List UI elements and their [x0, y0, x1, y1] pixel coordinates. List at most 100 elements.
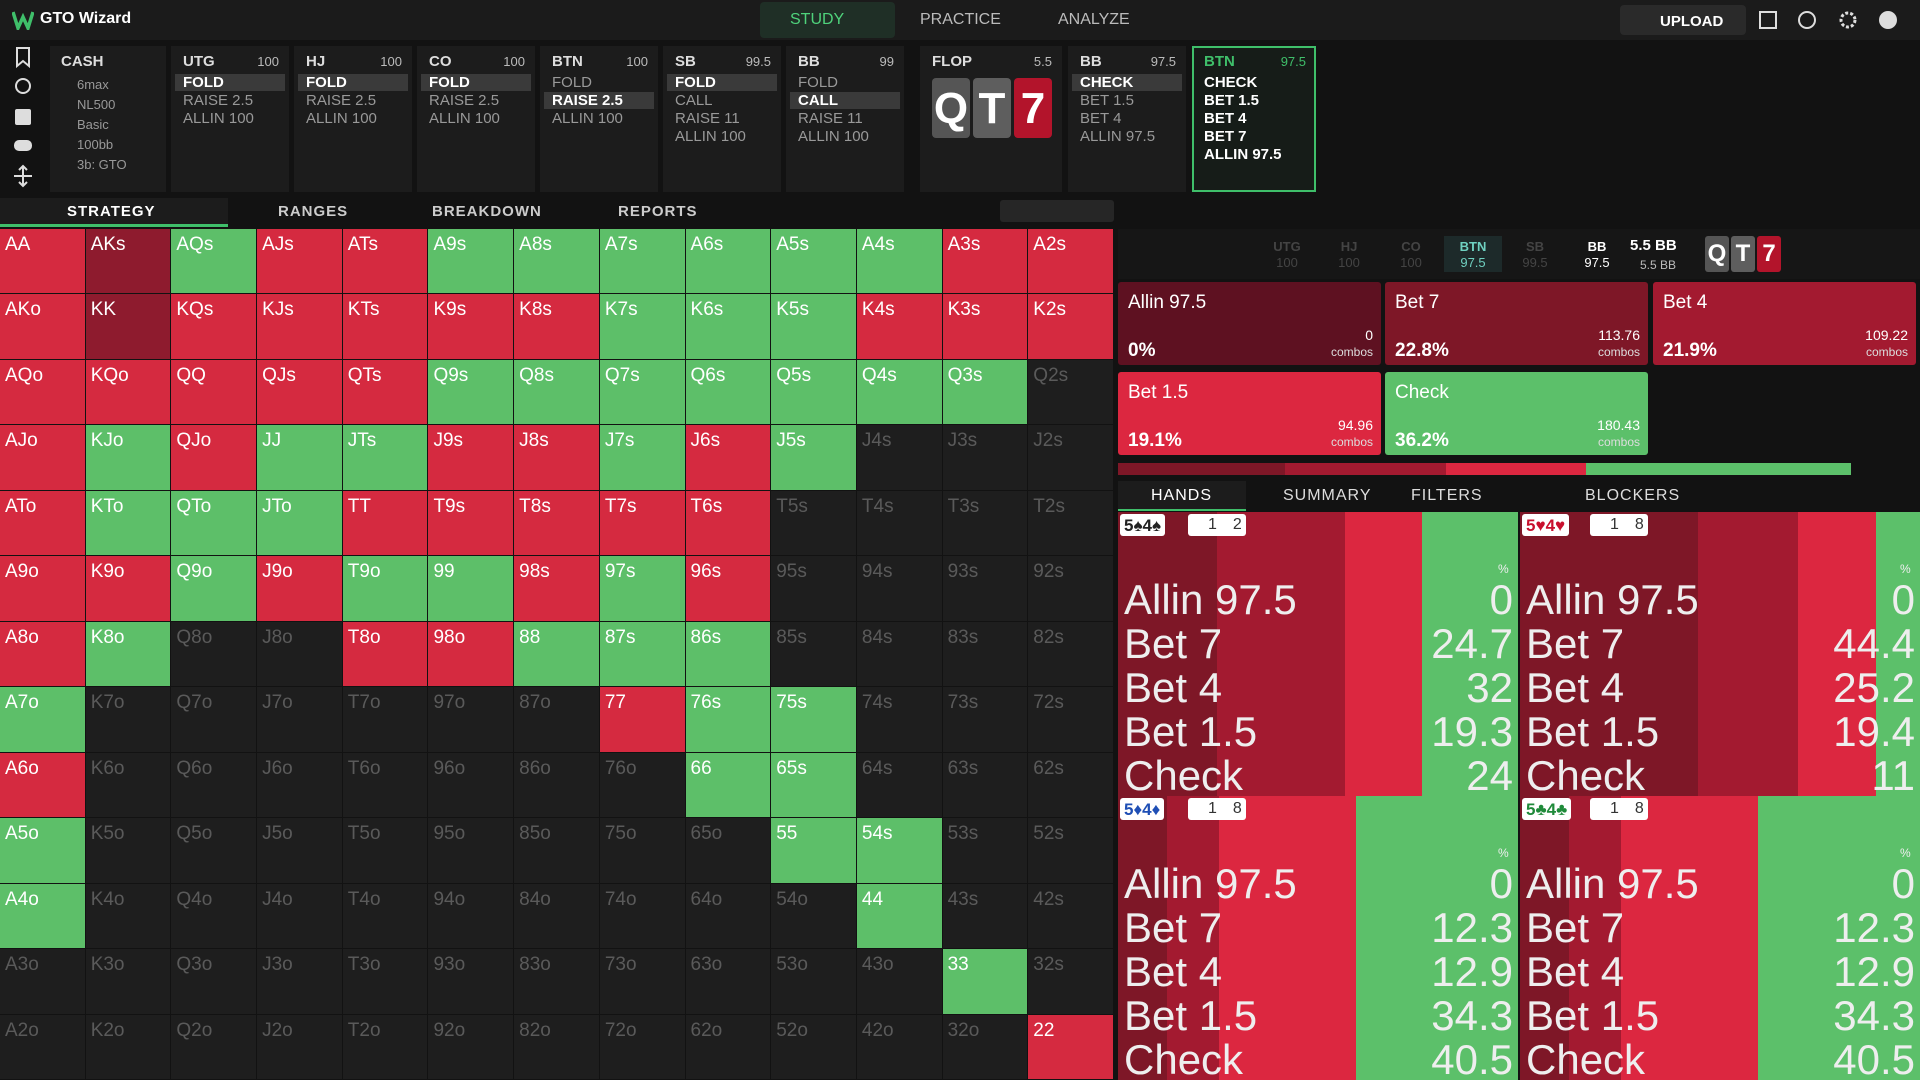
hand-cell[interactable] [942, 1014, 1028, 1079]
position-panel[interactable] [1068, 46, 1186, 192]
position-panel[interactable] [786, 46, 904, 192]
hand-cell[interactable] [514, 687, 599, 752]
hand-cell[interactable] [599, 229, 685, 294]
hand-cell[interactable] [856, 621, 942, 687]
hand-cell[interactable] [1028, 229, 1113, 294]
position-option[interactable]: RAISE 2.5 [429, 92, 500, 109]
hand-cell[interactable] [942, 229, 1028, 294]
hand-cell[interactable] [171, 425, 257, 490]
hand-cell[interactable] [257, 359, 342, 425]
hand-cell[interactable] [599, 490, 685, 556]
nav-item[interactable]: PRACTICE [920, 11, 1001, 28]
tab[interactable]: REPORTS [618, 203, 698, 220]
hand-cell[interactable] [342, 425, 428, 490]
hand-cell[interactable] [599, 949, 685, 1014]
position-option[interactable]: FOLD [552, 74, 593, 91]
hand-cell[interactable] [685, 883, 771, 949]
hand-cell[interactable] [257, 229, 342, 294]
hand-cell[interactable] [771, 425, 856, 490]
hand-cell[interactable] [942, 818, 1028, 883]
hand-cell[interactable] [771, 294, 856, 359]
hand-cell[interactable] [685, 621, 771, 687]
hand-cell[interactable] [85, 294, 171, 359]
hand-cell[interactable] [342, 883, 428, 949]
hand-cell[interactable] [0, 490, 85, 556]
hand-cell[interactable] [942, 294, 1028, 359]
detail-tab[interactable]: FILTERS [1411, 487, 1483, 504]
hand-cell[interactable] [0, 294, 85, 359]
hand-cell[interactable] [171, 490, 257, 556]
hand-cell[interactable] [257, 949, 342, 1014]
hand-cell[interactable] [685, 359, 771, 425]
hand-cell[interactable] [856, 556, 942, 621]
hand-cell[interactable] [942, 490, 1028, 556]
hand-cell[interactable] [942, 621, 1028, 687]
hand-cell[interactable] [85, 621, 171, 687]
hand-cell[interactable] [1028, 621, 1113, 687]
hand-cell[interactable] [1028, 883, 1113, 949]
position-option[interactable]: FOLD [429, 74, 470, 91]
position-option[interactable]: FOLD [675, 74, 716, 91]
detail-tab[interactable]: BLOCKERS [1585, 487, 1681, 504]
hand-cell[interactable] [428, 752, 514, 818]
tab-tools[interactable] [1000, 200, 1114, 222]
action-box[interactable] [1385, 282, 1648, 365]
hand-cell[interactable] [942, 687, 1028, 752]
hand-cell[interactable] [0, 818, 85, 883]
hand-cell[interactable] [856, 1014, 942, 1079]
hand-cell[interactable] [257, 621, 342, 687]
hand-cell[interactable] [342, 1014, 428, 1079]
hand-cell[interactable] [685, 294, 771, 359]
hand-cell[interactable] [171, 1014, 257, 1079]
hand-cell[interactable] [171, 818, 257, 883]
hand-cell[interactable] [685, 752, 771, 818]
hand-cell[interactable] [85, 359, 171, 425]
action-box[interactable] [1385, 372, 1648, 455]
position-option[interactable]: ALLIN 97.5 [1080, 128, 1156, 145]
hand-cell[interactable] [1028, 425, 1113, 490]
hand-cell[interactable] [342, 949, 428, 1014]
hand-cell[interactable] [257, 1014, 342, 1079]
hand-cell[interactable] [514, 949, 599, 1014]
hand-cell[interactable] [771, 359, 856, 425]
hand-cell[interactable] [85, 949, 171, 1014]
hand-cell[interactable] [942, 949, 1028, 1014]
hand-cell[interactable] [257, 490, 342, 556]
hand-cell[interactable] [0, 359, 85, 425]
tab[interactable]: RANGES [278, 203, 349, 220]
hand-cell[interactable] [171, 949, 257, 1014]
position-panel[interactable] [417, 46, 535, 192]
hand-cell[interactable] [428, 359, 514, 425]
hand-cell[interactable] [685, 229, 771, 294]
hand-cell[interactable] [685, 556, 771, 621]
hand-cell[interactable] [856, 949, 942, 1014]
hand-cell[interactable] [514, 621, 599, 687]
hand-cell[interactable] [771, 949, 856, 1014]
position-option[interactable]: ALLIN 100 [183, 110, 254, 127]
hand-cell[interactable] [771, 621, 856, 687]
hand-cell[interactable] [0, 687, 85, 752]
hand-cell[interactable] [856, 490, 942, 556]
position-panel[interactable] [663, 46, 781, 192]
hand-cell[interactable] [428, 556, 514, 621]
hand-cell[interactable] [599, 294, 685, 359]
hand-cell[interactable] [342, 818, 428, 883]
position-option[interactable]: BET 4 [1080, 110, 1122, 127]
upload-button[interactable]: UPLOAD [1620, 5, 1746, 35]
hand-cell[interactable] [1028, 818, 1113, 883]
hand-cell[interactable] [514, 752, 599, 818]
position-option[interactable]: ALLIN 97.5 [1204, 146, 1282, 163]
hand-cell[interactable] [85, 883, 171, 949]
hand-cell[interactable] [428, 1014, 514, 1079]
hand-cell[interactable] [171, 556, 257, 621]
position-option[interactable]: CHECK [1080, 74, 1134, 91]
hand-cell[interactable] [514, 818, 599, 883]
hand-cell[interactable] [514, 1014, 599, 1079]
sidebar-icons[interactable] [11, 46, 35, 191]
hand-cell[interactable] [599, 425, 685, 490]
position-option[interactable]: BET 1.5 [1204, 92, 1260, 109]
hand-cell[interactable] [171, 752, 257, 818]
hand-cell[interactable] [514, 490, 599, 556]
position-option[interactable]: FOLD [798, 74, 839, 91]
position-option[interactable]: RAISE 2.5 [183, 92, 254, 109]
